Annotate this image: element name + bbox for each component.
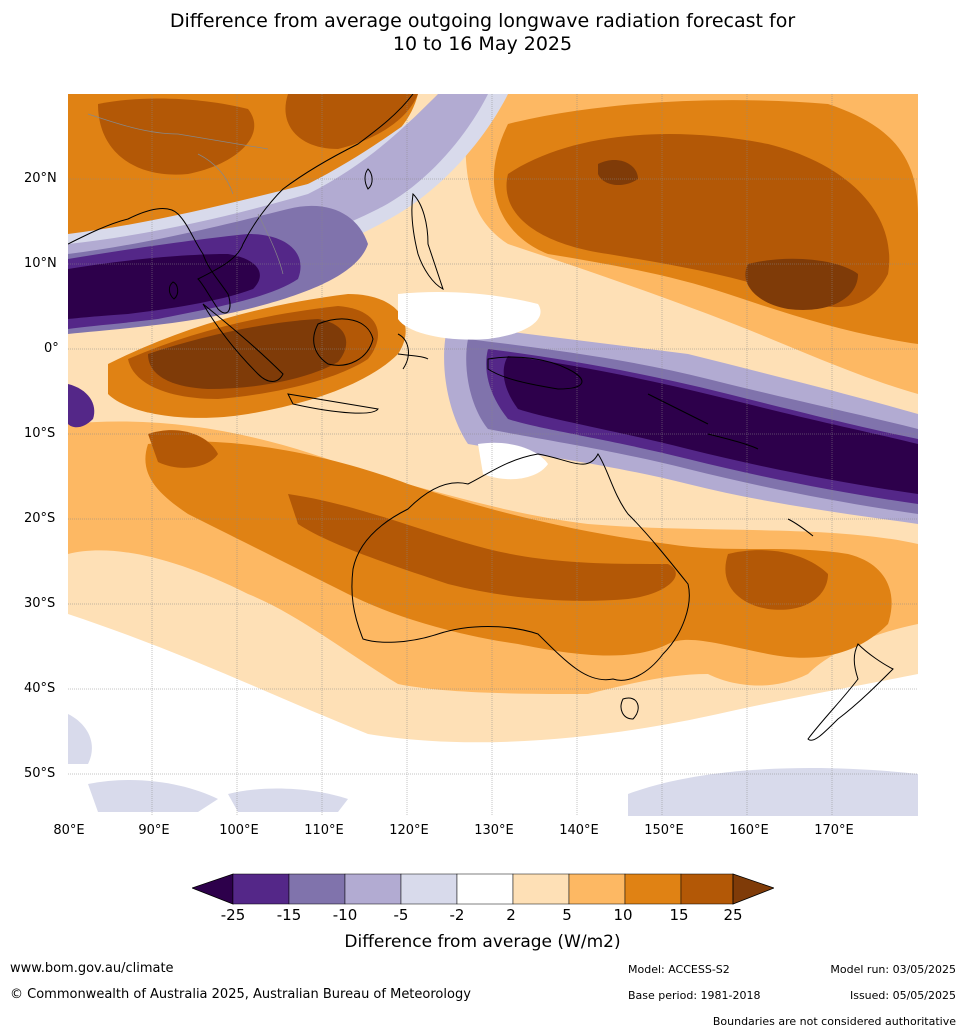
colorbar-swatch xyxy=(400,873,458,905)
new-caledonia-coast xyxy=(787,518,814,537)
title-line-2: 10 to 16 May 2025 xyxy=(392,33,573,55)
colorbar-swatch xyxy=(568,873,626,905)
field-south-lilac-3 xyxy=(628,768,918,816)
colorbar-swatch xyxy=(232,873,290,905)
sri-lanka-coast xyxy=(168,281,179,300)
base-period: Base period: 1981-2018 xyxy=(628,989,761,1002)
colorbar-tick: -5 xyxy=(393,906,409,924)
lat-label-40s: 40°S xyxy=(24,681,56,696)
colorbar-swatch xyxy=(456,873,514,905)
new-zealand-coast xyxy=(807,643,894,741)
field-south-lilac-4 xyxy=(68,714,92,764)
lat-label-30s: 30°S xyxy=(24,596,56,611)
map-title: Difference from average outgoing longwav… xyxy=(0,10,965,56)
lon-label-150e: 150°E xyxy=(644,823,684,838)
field-south-lilac-2 xyxy=(228,788,348,812)
colorbar-tick: -15 xyxy=(276,906,302,924)
lat-label-20s: 20°S xyxy=(24,511,56,526)
new-guinea-coast xyxy=(487,356,583,390)
taiwan-coast xyxy=(364,168,373,190)
colorbar-label: Difference from average (W/m2) xyxy=(344,932,621,952)
field-aus-10-15 xyxy=(145,441,892,658)
olr-anomaly-map xyxy=(68,94,918,816)
lon-label-170e: 170°E xyxy=(814,823,854,838)
copyright-text: © Commonwealth of Australia 2025, Austra… xyxy=(10,987,471,1002)
coastlines xyxy=(68,94,894,741)
field-south-lilac-1 xyxy=(88,779,218,812)
field-indian-15-25 xyxy=(148,430,218,468)
field-asia-15-25 xyxy=(98,98,255,175)
field-south-neutral xyxy=(68,614,918,816)
colorbar-tick: 25 xyxy=(723,906,743,924)
country-borders xyxy=(87,113,284,275)
philippines-coast xyxy=(411,192,444,290)
lon-label-100e: 100°E xyxy=(219,823,259,838)
field-aus-15-25 xyxy=(288,494,676,601)
field-nz-15-25 xyxy=(725,550,828,610)
colorbar-tick: -10 xyxy=(332,906,358,924)
field-io-neg xyxy=(68,384,95,428)
field-diag-neg25 xyxy=(503,356,918,494)
lon-label-160e: 160°E xyxy=(729,823,769,838)
java-coast xyxy=(287,393,379,414)
colorbar-tick: 2 xyxy=(506,906,516,924)
colorbar-tick: -2 xyxy=(449,906,465,924)
lat-label-0: 0° xyxy=(44,341,59,356)
solomon-coast xyxy=(647,393,759,450)
lon-label-120e: 120°E xyxy=(389,823,429,838)
lon-label-140e: 140°E xyxy=(559,823,599,838)
colorbar-tick: 15 xyxy=(669,906,689,924)
colorbar-swatch xyxy=(680,873,734,905)
boundaries-disclaimer: Boundaries are not considered authoritat… xyxy=(712,1015,956,1028)
model-run-date: Model run: 03/05/2025 xyxy=(830,963,956,976)
lon-label-80e: 80°E xyxy=(53,823,85,838)
colorbar xyxy=(190,872,776,908)
colorbar-swatch xyxy=(344,873,402,905)
colorbar-swatch xyxy=(288,873,346,905)
borneo-coast xyxy=(313,318,374,366)
lat-label-10n: 10°N xyxy=(24,256,57,271)
colorbar-max-arrow xyxy=(732,873,776,905)
lat-label-50s: 50°S xyxy=(24,766,56,781)
graticule xyxy=(68,94,918,816)
colorbar-tick: -25 xyxy=(220,906,246,924)
australia-coast xyxy=(351,453,690,681)
asia-mainland-coast xyxy=(68,94,414,314)
field-mc-25 xyxy=(148,319,347,389)
model-name: Model: ACCESS-S2 xyxy=(628,963,730,976)
website-link[interactable]: www.bom.gov.au/climate xyxy=(10,961,174,976)
lon-label-130e: 130°E xyxy=(474,823,514,838)
field-purple-neg25 xyxy=(68,254,260,319)
colorbar-tick: 10 xyxy=(613,906,633,924)
colorbar-swatch xyxy=(512,873,570,905)
lat-label-20n: 20°N xyxy=(24,171,57,186)
title-line-1: Difference from average outgoing longwav… xyxy=(169,10,796,32)
issued-date: Issued: 05/05/2025 xyxy=(849,989,956,1002)
sumatra-coast xyxy=(202,303,284,382)
sulawesi-coast xyxy=(397,333,429,370)
field-white-equator xyxy=(398,292,541,340)
tasmania-coast xyxy=(620,697,639,720)
colorbar-swatch xyxy=(624,873,682,905)
field-npac-25 xyxy=(745,258,858,310)
lon-label-110e: 110°E xyxy=(304,823,344,838)
field-asia-15-25b xyxy=(285,94,418,149)
lat-label-10s: 10°S xyxy=(24,426,56,441)
colorbar-tick: 5 xyxy=(562,906,572,924)
colorbar-min-arrow xyxy=(190,873,234,905)
lon-label-90e: 90°E xyxy=(138,823,170,838)
